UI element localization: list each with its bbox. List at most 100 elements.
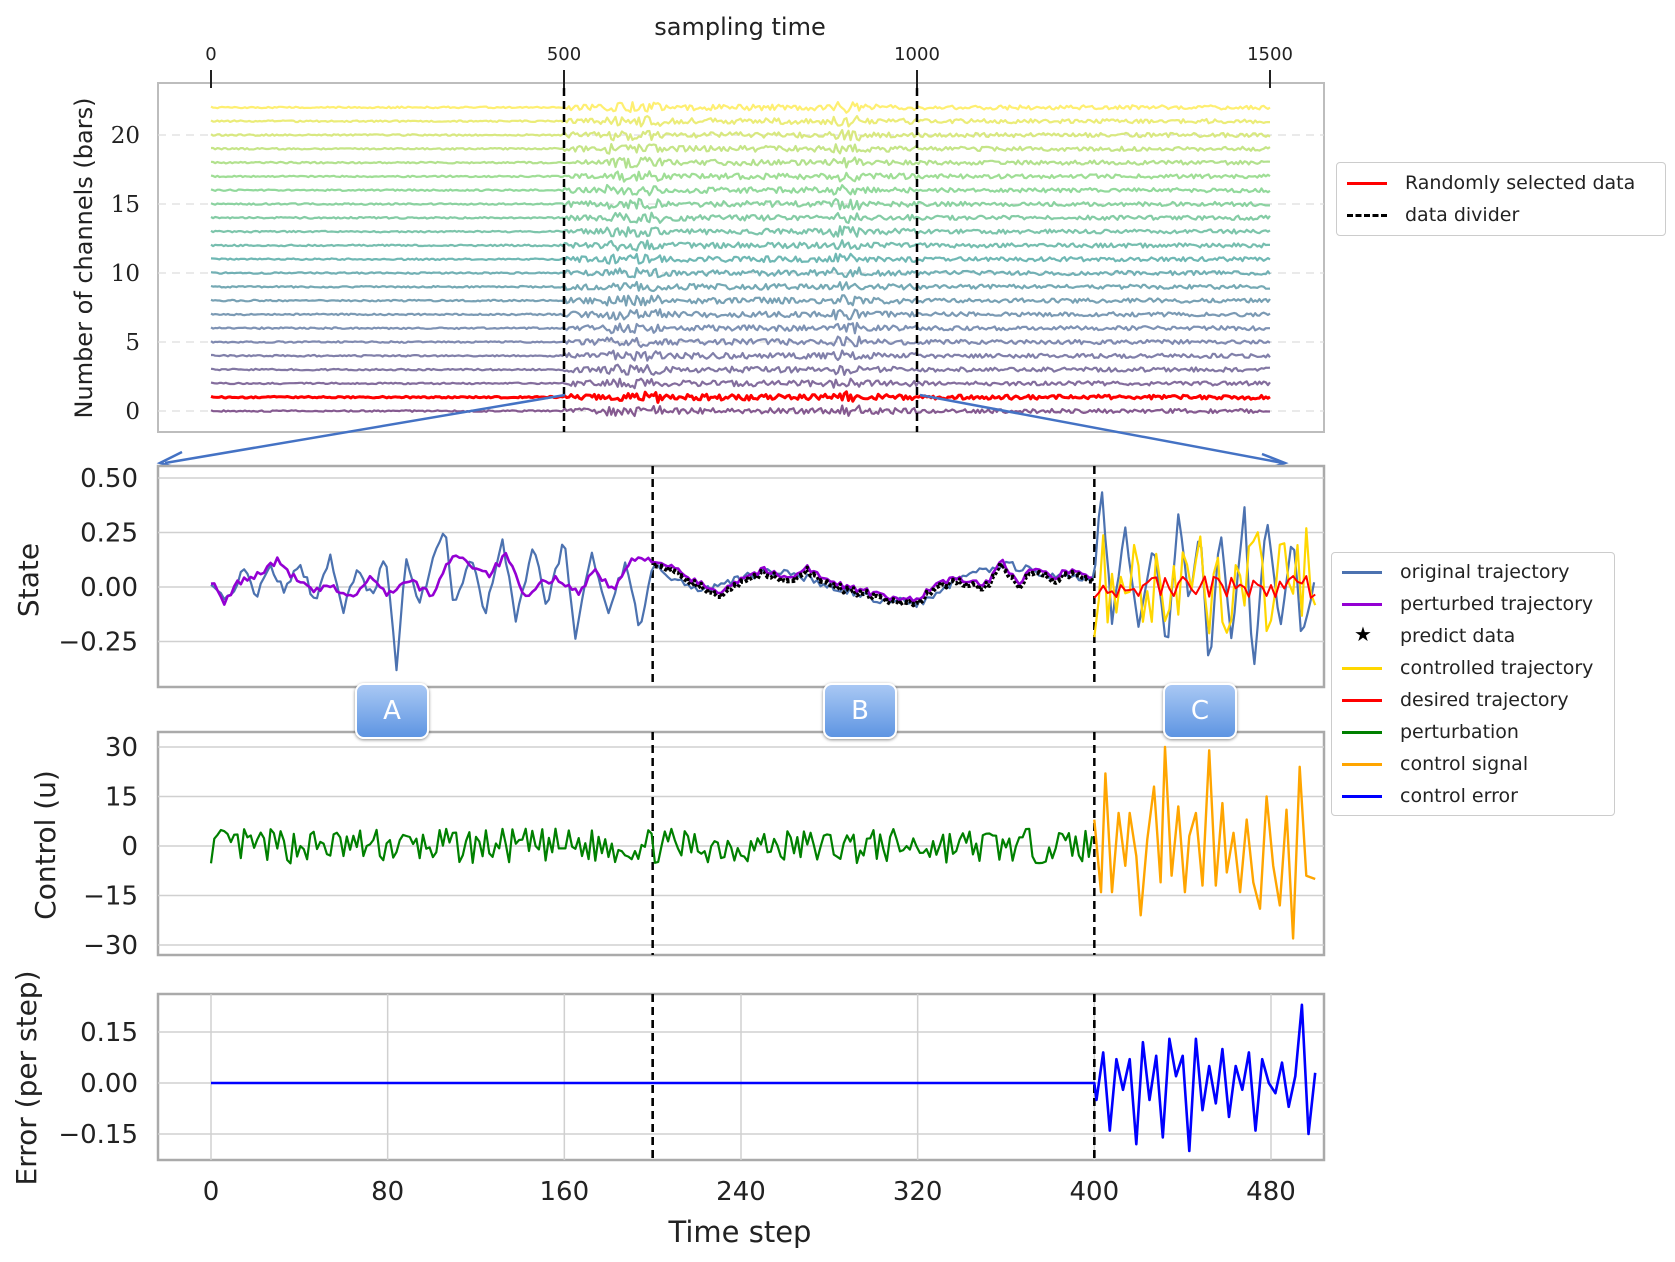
phase-c-button[interactable]: C (1163, 683, 1237, 739)
legend-item: desired trajectory (1332, 684, 1614, 716)
predict-data-point (772, 571, 776, 575)
predict-data-point (931, 587, 935, 591)
channels-xlabel: sampling time (654, 13, 825, 41)
controlled-trajectory-line (1093, 527, 1317, 638)
predict-data-point (812, 571, 816, 575)
desired-trajectory-line (1093, 575, 1316, 599)
channel-line (210, 294, 1271, 307)
error-ytick-label: 0.00 (80, 1069, 138, 1099)
predict-data-point (792, 577, 796, 581)
predict-data-point (686, 577, 690, 582)
legend-swatch (1342, 562, 1382, 582)
legend-swatch (1342, 786, 1382, 806)
control-ytick-label: 30 (105, 733, 138, 763)
time-step-tick-label: 160 (540, 1177, 590, 1207)
channels-xtick-label: 0 (205, 44, 216, 65)
legend-item: Randomly selected data (1337, 167, 1665, 199)
perturbed-trajectory-line (210, 551, 1093, 606)
control-ytick-label: −15 (83, 882, 138, 912)
predict-data-point (845, 585, 849, 589)
predict-data-point (719, 593, 723, 597)
predict-data-point (659, 563, 664, 567)
phase-b-button[interactable]: B (823, 683, 897, 739)
channel-line (210, 114, 1270, 128)
legend-swatch (1342, 754, 1382, 774)
predict-data-point (858, 589, 862, 593)
channel-line (210, 308, 1271, 321)
legend-top: Randomly selected data data divider (1336, 162, 1666, 236)
legend-item: perturbed trajectory (1332, 588, 1614, 620)
predict-data-point (1030, 570, 1035, 575)
channel-line (210, 335, 1271, 349)
legend-swatch (1347, 173, 1387, 193)
predict-data-point (765, 573, 770, 577)
predict-data-point (971, 581, 975, 585)
error-ylabel: Error (per step) (10, 971, 43, 1186)
control-ytick-label: 15 (105, 783, 138, 813)
predict-data-point (1004, 568, 1008, 572)
legend-item: control error (1332, 780, 1614, 812)
channel-line (210, 280, 1271, 293)
legend-swatch (1342, 722, 1382, 742)
predict-data-point (699, 581, 703, 586)
predict-data-point (1070, 569, 1074, 574)
legend-swatch (1347, 205, 1387, 225)
predict-data-point (938, 582, 942, 586)
predict-data-point (653, 562, 657, 567)
predict-data-point (666, 567, 670, 571)
legend-label: predict data (1400, 625, 1516, 647)
predict-data-point (785, 577, 790, 582)
time-step-tick-label: 400 (1070, 1177, 1120, 1207)
predict-data-point (1017, 584, 1021, 589)
predict-data-point (739, 578, 743, 582)
predict-data-point (924, 589, 929, 594)
predict-data-point (1057, 577, 1061, 581)
legend-swatch (1342, 622, 1382, 646)
channel-line (210, 266, 1271, 279)
time-step-tick-label: 80 (371, 1177, 404, 1207)
channel-line (210, 156, 1271, 169)
predict-data-point (944, 583, 949, 588)
legend-label: control error (1400, 785, 1518, 807)
channel-line (210, 211, 1271, 224)
control-signal-line (1093, 745, 1316, 940)
time-step-tick-label: 0 (203, 1177, 220, 1207)
predict-data-point (904, 599, 909, 603)
predict-data-point (706, 589, 710, 593)
predict-data-point (752, 572, 756, 577)
predict-data-point (977, 585, 982, 589)
predict-data-point (885, 597, 889, 602)
channel-line (210, 239, 1270, 252)
predict-data-point (805, 565, 809, 570)
zoom-arrow-right (919, 393, 1284, 465)
time-step-xlabel: Time step (668, 1215, 812, 1249)
predict-data-point (891, 597, 896, 601)
predict-data-point (726, 586, 730, 590)
channel-line (210, 377, 1271, 390)
predict-data-point (712, 590, 717, 594)
predict-data-point (825, 579, 829, 583)
state-ytick-label: −0.25 (58, 628, 138, 658)
predict-data-point (779, 577, 783, 581)
state-plot-area (156, 464, 1326, 689)
time-step-tick-label: 320 (893, 1177, 943, 1207)
channels-ytick-label: 0 (125, 399, 140, 425)
phase-a-button[interactable]: A (355, 683, 429, 739)
legend-label: data divider (1405, 204, 1520, 226)
predict-data-point (997, 562, 1002, 567)
channel-line (210, 129, 1271, 142)
error-ytick-label: 0.15 (80, 1018, 138, 1048)
channel-line (210, 404, 1270, 418)
predict-data-point (911, 601, 915, 606)
predict-data-point (1037, 569, 1041, 574)
channels-ytick-label: 20 (111, 123, 140, 149)
predict-data-point (918, 599, 922, 603)
predict-data-point (871, 592, 876, 596)
channel-line (210, 197, 1270, 211)
predict-data-point (732, 582, 737, 586)
state-ylabel: State (12, 543, 45, 617)
channel-line (210, 183, 1271, 197)
predict-data-point (1010, 574, 1015, 578)
predict-data-point (692, 578, 697, 583)
